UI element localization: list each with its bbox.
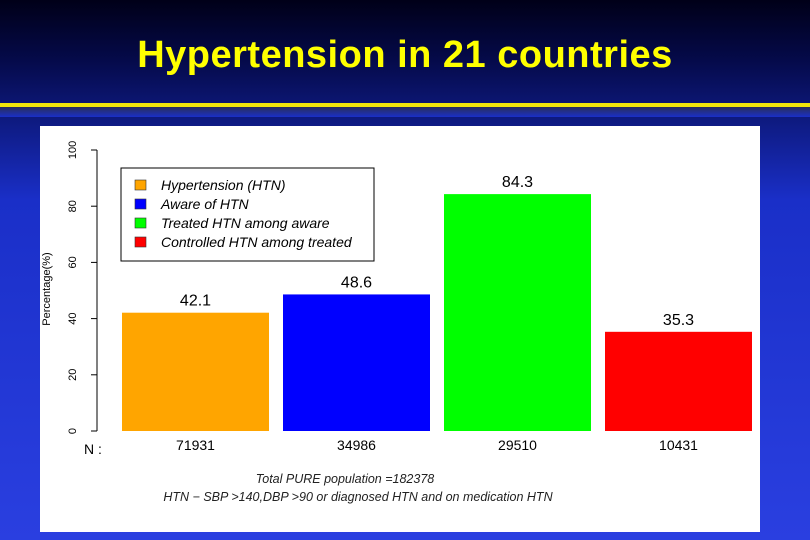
- y-axis-label: Percentage(%): [41, 252, 53, 325]
- legend-swatch-4: [134, 236, 147, 248]
- y-tick-label: 0: [67, 428, 79, 434]
- bar-3: [444, 194, 591, 431]
- y-axis: 0 20 40 60 80 100: [67, 141, 98, 434]
- y-tick-label: 20: [67, 369, 79, 381]
- legend-swatch-3: [134, 217, 147, 229]
- legend-label-3: Treated HTN among aware: [161, 215, 330, 231]
- bars: 42.1 71931 48.6 34986 84.3 29510 35.3 10431: [122, 174, 752, 453]
- n-value-4: 10431: [659, 437, 698, 453]
- slide-title: Hypertension in 21 countries: [137, 34, 673, 76]
- legend-label-4: Controlled HTN among treated: [161, 234, 353, 250]
- legend-label-2: Aware of HTN: [160, 196, 250, 212]
- bar-value-label-3: 84.3: [502, 174, 533, 191]
- legend-swatch-1: [134, 179, 147, 191]
- legend-label-1: Hypertension (HTN): [161, 177, 285, 193]
- legend-swatch-2: [134, 198, 147, 210]
- bar-value-label-1: 42.1: [180, 293, 211, 310]
- footnote-definition: HTN − SBP >140,DBP >90 or diagnosed HTN …: [163, 490, 553, 504]
- bar-1: [122, 312, 269, 431]
- n-value-3: 29510: [498, 437, 537, 453]
- y-tick-label: 80: [67, 200, 79, 212]
- bar-chart: 0 20 40 60 80 100 Percentage(%) 42.1 71931 48.6…: [41, 141, 752, 504]
- y-tick-label: 40: [67, 312, 79, 324]
- legend: Hypertension (HTN) Aware of HTN Treated HT…: [120, 167, 375, 262]
- n-label: N :: [84, 441, 102, 457]
- y-tick-label: 60: [67, 256, 79, 268]
- chart-panel: 0 20 40 60 80 100 Percentage(%) 42.1 71931 48.6…: [40, 126, 760, 532]
- n-value-2: 34986: [337, 437, 376, 453]
- bar-4: [605, 331, 752, 431]
- bar-value-label-4: 35.3: [663, 312, 694, 329]
- bar-value-label-2: 48.6: [341, 274, 372, 291]
- title-shadow-band: [0, 107, 810, 117]
- n-value-1: 71931: [176, 437, 215, 453]
- y-tick-label: 100: [67, 141, 79, 159]
- title-underline: [0, 103, 810, 107]
- legend-box: [120, 167, 375, 262]
- bar-2: [283, 294, 430, 431]
- footnote-population: Total PURE population =182378: [256, 472, 435, 486]
